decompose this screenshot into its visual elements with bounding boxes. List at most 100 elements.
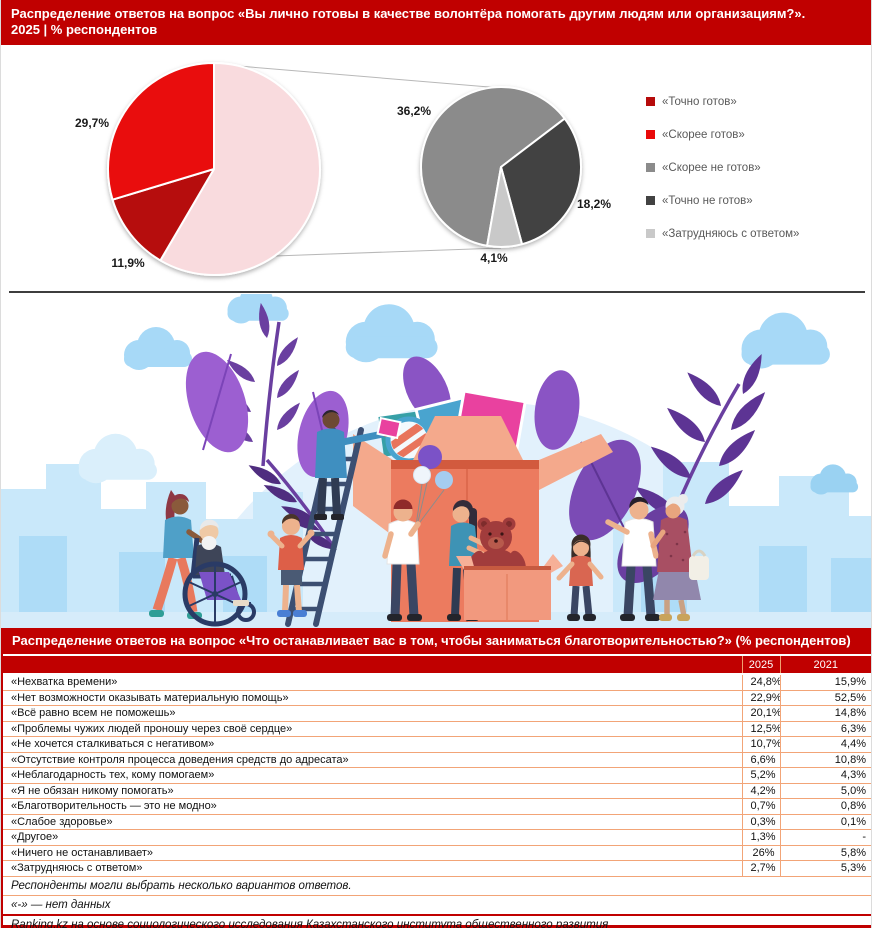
pie-data-label: 29,7%: [75, 116, 109, 130]
value-2025: 0,7%: [741, 798, 780, 815]
handbag: [689, 556, 709, 580]
slice-36,2%[interactable]: [420, 86, 566, 247]
pie-data-label: 18,2%: [577, 197, 611, 211]
row-label: «Проблемы чужих людей проношу через своё…: [3, 720, 742, 737]
row-label: «Нехватка времени»: [3, 673, 742, 691]
data-table: 2025 2021 «Нехватка времени» 24,8% 15,9% «Н…: [3, 656, 871, 928]
table-note-no-data: «-» — нет данных: [3, 894, 871, 915]
slice-18,2%[interactable]: [500, 117, 582, 246]
legend-swatch: [646, 229, 655, 238]
table-row: «Благотворительность — это не модно» 0,7%…: [3, 798, 871, 815]
balloon-blue: [435, 471, 453, 489]
person-man-with-balloons: [382, 445, 453, 621]
column-header-2025: 2025: [741, 656, 780, 675]
pie-data-label: 36,2%: [397, 104, 431, 118]
table-row: «Отсутствие контроля процесса доведения …: [3, 751, 871, 768]
legend-label: «Скорее не готов»: [662, 161, 761, 174]
table-row: «Проблемы чужих людей проношу через своё…: [3, 720, 871, 737]
legend-item[interactable]: «Скорее не готов»: [646, 151, 799, 184]
table-corner-cell: [3, 656, 742, 675]
legend-swatch: [646, 97, 655, 106]
row-label: «Слабое здоровье»: [3, 813, 742, 830]
illustration-volunteers-donation-box: [1, 284, 871, 928]
person-man-on-ladder: [314, 410, 402, 520]
value-2021: 4,3%: [779, 767, 871, 784]
pie-data-label: 4,1%: [480, 251, 508, 265]
value-2025: 12,5%: [741, 720, 780, 737]
value-2021: -: [779, 829, 871, 846]
table-row: «Слабое здоровье» 0,3% 0,1%: [3, 813, 871, 830]
person-man-white-shirt: [605, 496, 660, 621]
value-2021: 0,8%: [779, 798, 871, 815]
value-2021: 52,5%: [779, 689, 871, 706]
legend-item[interactable]: «Затрудняюсь с ответом»: [646, 217, 799, 250]
table-row: «Нет возможности оказывать материальную …: [3, 689, 871, 706]
value-2025: 0,3%: [741, 813, 780, 830]
legend-item[interactable]: «Скорее готов»: [646, 118, 799, 151]
value-2025: 26%: [741, 844, 780, 861]
table-row: «Нехватка времени» 24,8% 15,9%: [3, 673, 871, 691]
value-2025: 5,2%: [741, 767, 780, 784]
value-2021: 0,1%: [779, 813, 871, 830]
value-2021: 5,8%: [779, 844, 871, 861]
header-title: Распределение ответов на вопрос «Вы личн…: [11, 6, 806, 21]
legend-label: «Затрудняюсь с ответом»: [662, 227, 800, 240]
illustration-section: [1, 284, 871, 928]
chart-legend: «Точно готов» «Скорее готов» «Скорее не го…: [646, 85, 799, 250]
pie-data-label: 11,9%: [111, 256, 145, 270]
value-2025: 22,9%: [741, 689, 780, 706]
row-label: «Ничего не останавливает»: [3, 844, 742, 861]
row-label: «Я не обязан никому помогать»: [3, 782, 742, 799]
small-donation-box: [456, 554, 563, 620]
table-row: «Я не обязан никому помогать» 4,2% 5,0%: [3, 782, 871, 799]
table-note-multi-answer: Респонденты могли выбрать несколько вари…: [3, 875, 871, 895]
slice-tochno-gotov[interactable]: [111, 168, 215, 262]
table-row: «Не хочется сталкиваться с негативом» 10,…: [3, 736, 871, 753]
value-2025: 1,3%: [741, 829, 780, 846]
legend-label: «Точно готов»: [662, 95, 737, 108]
pie-connector-line: [213, 63, 502, 89]
value-2021: 14,8%: [779, 705, 871, 722]
table-row: «Другое» 1,3% -: [3, 829, 871, 846]
row-label: «Отсутствие контроля процесса доведения …: [3, 751, 742, 768]
row-label: «Не хочется сталкиваться с негативом»: [3, 736, 742, 753]
row-label: «Благотворительность — это не модно»: [3, 798, 742, 815]
legend-swatch: [646, 130, 655, 139]
table-note-row: Респонденты могли выбрать несколько вари…: [3, 875, 871, 895]
legend-item[interactable]: «Точно готов»: [646, 85, 799, 118]
column-header-2021: 2021: [779, 656, 871, 675]
slice-4,1%[interactable]: [486, 166, 524, 248]
balloon-white: [413, 466, 431, 484]
value-2021: 15,9%: [779, 673, 871, 691]
row-label: «Другое»: [3, 829, 742, 846]
slice-skoree-gotov[interactable]: [107, 62, 215, 201]
section-divider: [9, 291, 865, 293]
slice-other[interactable]: [159, 62, 321, 276]
header-banner: Распределение ответов на вопрос «Вы личн…: [1, 0, 871, 45]
value-2025: 24,8%: [741, 673, 780, 691]
pie-of-pie-chart: 11,9% 29,7% 36,2% 18,2% 4,1%: [75, 62, 611, 276]
table-source-row: Ranking.kz на основе социологического ис…: [3, 913, 871, 928]
legend-swatch: [646, 163, 655, 172]
person-girl: [556, 534, 604, 621]
legend-swatch: [646, 196, 655, 205]
value-2025: 6,6%: [741, 751, 780, 768]
value-2021: 5,0%: [779, 782, 871, 799]
legend-item[interactable]: «Точно не готов»: [646, 184, 799, 217]
balloon-purple: [418, 445, 442, 469]
person-elderly-man-in-wheelchair: [182, 519, 256, 627]
value-2025: 2,7%: [741, 860, 780, 877]
person-boy-cheering: [267, 513, 315, 617]
table-row: «Неблагодарность тех, кому помогаем» 5,2%…: [3, 767, 871, 784]
value-2025: 10,7%: [741, 736, 780, 753]
person-elderly-woman: [650, 494, 709, 621]
table-title: Распределение ответов на вопрос «Что ост…: [3, 628, 871, 656]
row-label: «Неблагодарность тех, кому помогаем»: [3, 767, 742, 784]
pie-chart-section: 11,9% 29,7% 36,2% 18,2% 4,1% «Точно готов» «С…: [1, 45, 871, 291]
row-label: «Нет возможности оказывать материальную …: [3, 689, 742, 706]
value-2021: 10,8%: [779, 751, 871, 768]
table-note-row: «-» — нет данных: [3, 894, 871, 915]
value-2021: 6,3%: [779, 720, 871, 737]
secondary-pie: [420, 86, 582, 248]
